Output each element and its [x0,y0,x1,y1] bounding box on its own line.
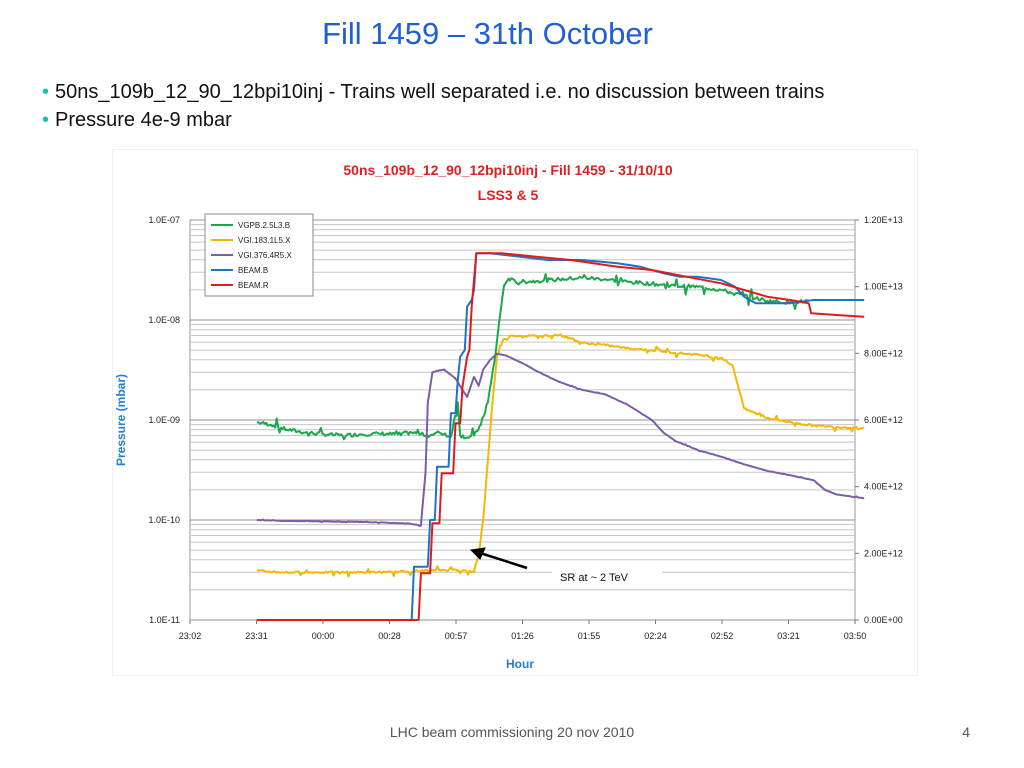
annotation-arrow [476,550,528,570]
y-tick-label: 1.0E-11 [149,615,180,625]
x-tick-label: 23:31 [245,631,268,641]
y-axis-label: Pressure (mbar) [114,374,128,466]
bullet-list: • 50ns_109b_12_90_12bpi10inj - Trains wel… [42,78,824,134]
bullet-text: 50ns_109b_12_90_12bpi10inj - Trains well… [55,81,825,103]
x-tick-label: 00:28 [378,631,401,641]
bullet-dot: • [42,109,50,131]
y-tick-label: 1.0E-07 [148,215,180,225]
series-line-vgi-376-4r5-x [257,352,865,527]
bullet-item: • 50ns_109b_12_90_12bpi10inj - Trains wel… [42,78,824,106]
y2-tick-label: 6.00E+12 [864,415,903,425]
series-line-vgi-183-1l5-x [256,333,865,578]
bullet-item: • Pressure 4e-9 mbar [42,106,824,134]
annotation-text: SR at ~ 2 TeV [560,572,629,584]
x-axis-label: Hour [506,657,534,671]
x-tick-label: 23:02 [179,631,202,641]
y2-tick-label: 0.00E+00 [864,615,903,625]
page-number: 4 [962,724,970,740]
bullet-dot: • [42,81,50,103]
series-line-beam-r [257,252,865,621]
y-tick-label: 1.0E-09 [148,415,180,425]
annotation-arrowhead [469,547,486,560]
bullet-text: Pressure 4e-9 mbar [55,109,232,131]
legend-label: BEAM.B [238,266,268,275]
slide-title: Fill 1459 – 31th October [322,16,653,51]
series-line-vgpb-2-5l3-b [256,273,810,441]
annotation-box [552,563,662,589]
y-tick-label: 1.0E-08 [148,315,180,325]
y-tick-label: 1.0E-10 [148,515,180,525]
x-tick-label: 00:00 [312,631,335,641]
legend-label: BEAM.R [238,281,269,290]
x-tick-label: 03:21 [777,631,800,641]
x-tick-label: 00:57 [445,631,468,641]
legend-label: VGI.376.4R5.X [238,251,292,260]
legend-label: VGPB.2.5L3.B [238,221,290,230]
y2-tick-label: 2.00E+12 [864,548,903,558]
chart-subtitle: LSS3 & 5 [478,187,539,203]
x-tick-label: 02:24 [644,631,667,641]
x-tick-label: 01:26 [511,631,534,641]
y2-tick-label: 8.00E+12 [864,348,903,358]
x-tick-label: 02:52 [711,631,734,641]
chart-title: 50ns_109b_12_90_12bpi10inj - Fill 1459 -… [343,162,672,178]
legend-label: VGI.183.1L5.X [238,236,291,245]
pressure-chart: 1.0E-11 1.0E-10 1.0E-09 1.0E-08 1.0E-07 0.00E… [114,162,903,671]
y2-tick-label: 4.00E+12 [864,482,903,492]
x-tick-label: 01:55 [578,631,601,641]
chart-frame: 1.0E-11 1.0E-10 1.0E-09 1.0E-08 1.0E-07 0.00E… [113,150,917,675]
x-tick-label: 03:50 [844,631,867,641]
y2-tick-label: 1.20E+13 [864,215,903,225]
footer-text: LHC beam commissioning 20 nov 2010 [389,724,635,740]
y2-tick-label: 1.00E+13 [864,282,903,292]
